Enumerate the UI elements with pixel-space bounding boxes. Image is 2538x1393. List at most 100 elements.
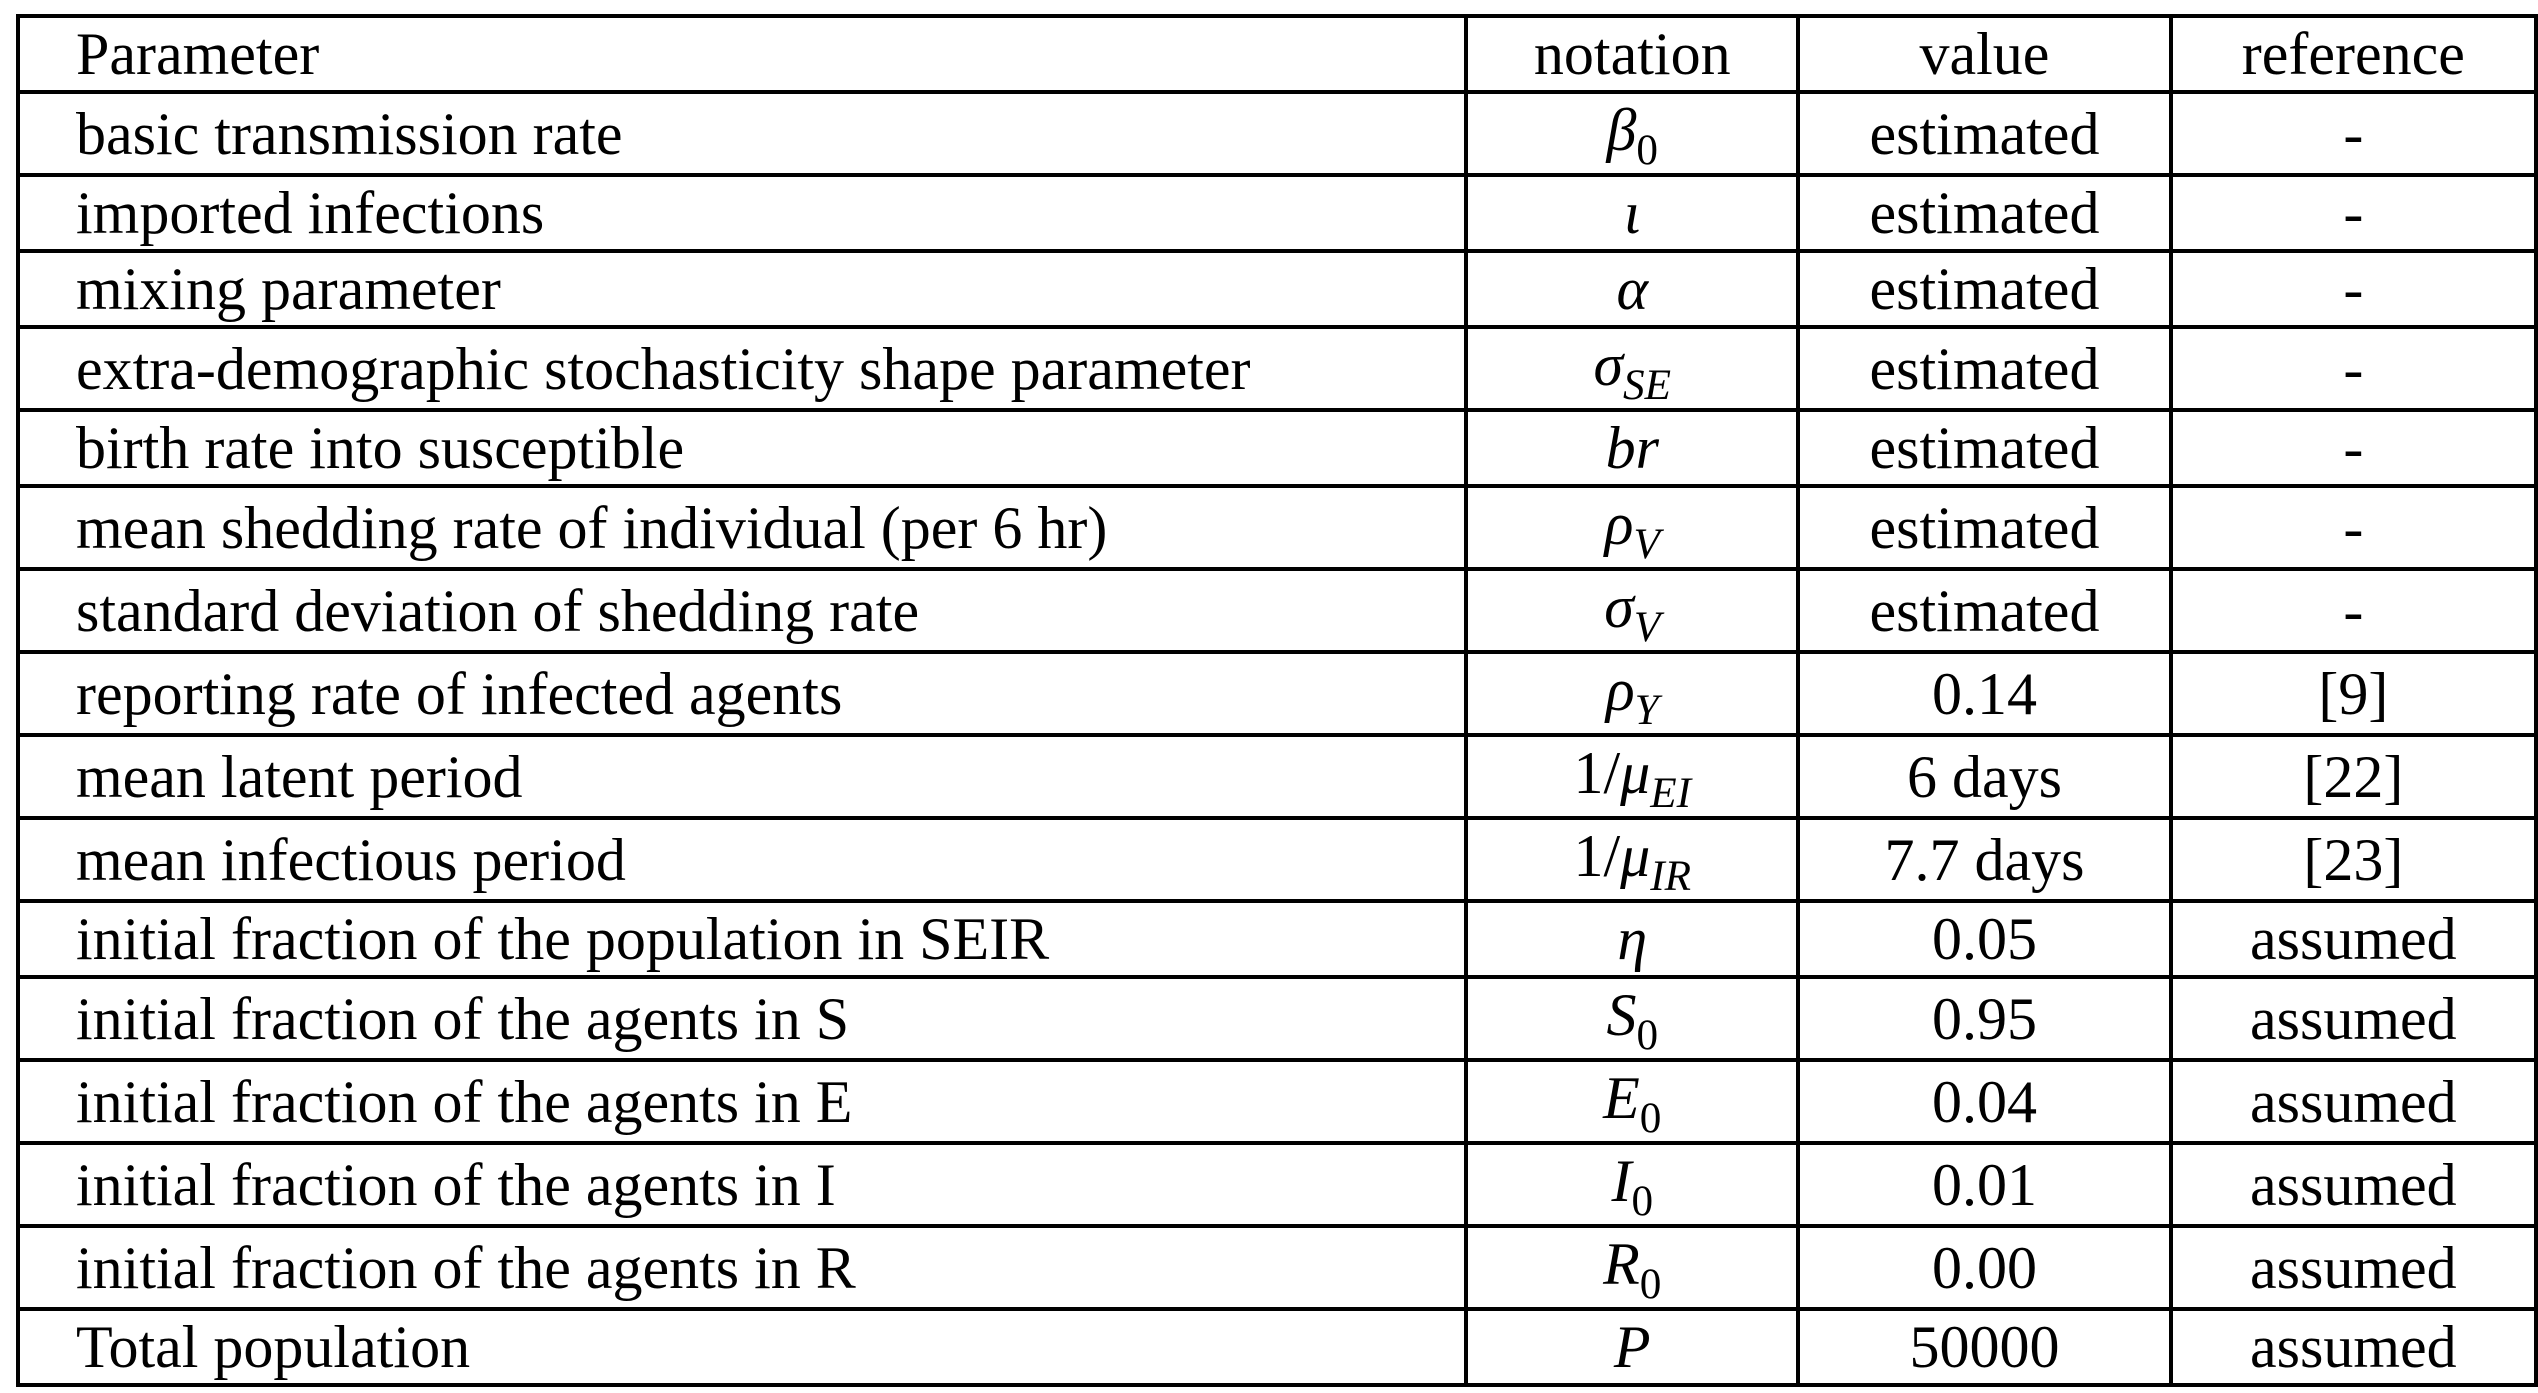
- notation-cell: R0: [1464, 1224, 1801, 1311]
- header-value: value: [1796, 14, 2173, 94]
- value-cell: estimated: [1796, 325, 2173, 412]
- reference-cell: assumed: [2168, 1307, 2538, 1387]
- value-cell: 0.01: [1796, 1141, 2173, 1228]
- notation-symbol: σSE: [1593, 332, 1671, 406]
- reference-cell: -: [2168, 249, 2538, 329]
- reference-cell: -: [2168, 408, 2538, 488]
- notation-symbol: ρV: [1605, 491, 1660, 565]
- notation-symbol: α: [1616, 256, 1648, 322]
- table-row: initial fraction of the agents in I I0 0.0…: [15, 1141, 2538, 1228]
- value-cell: estimated: [1796, 567, 2173, 654]
- notation-base: ρ: [1605, 657, 1635, 723]
- table-row: initial fraction of the agents in R R0 0.0…: [15, 1224, 2538, 1311]
- notation-cell: S0: [1464, 975, 1801, 1062]
- table-row: reporting rate of infected agents ρY 0.14[…: [15, 650, 2538, 737]
- value-cell: 0.14: [1796, 650, 2173, 737]
- parameter-cell: initial fraction of the agents in I: [15, 1141, 1469, 1228]
- reference-cell: assumed: [2168, 899, 2538, 979]
- table-row: mixing parameter α estimated -: [15, 249, 2538, 329]
- notation-symbol: E0: [1603, 1065, 1661, 1139]
- parameter-cell: extra-demographic stochasticity shape pa…: [15, 325, 1469, 412]
- notation-subscript: 0: [1639, 1094, 1662, 1142]
- table-row: extra-demographic stochasticity shape pa…: [15, 325, 2538, 412]
- notation-symbol: S0: [1606, 982, 1658, 1056]
- notation-cell: I0: [1464, 1141, 1801, 1228]
- notation-symbol: 1/μEI: [1573, 740, 1691, 814]
- reference-cell: assumed: [2168, 1224, 2538, 1311]
- notation-cell: σV: [1464, 567, 1801, 654]
- notation-base: P: [1613, 1314, 1651, 1380]
- notation-subscript: Y: [1634, 686, 1659, 734]
- notation-cell: σSE: [1464, 325, 1801, 412]
- parameter-cell: imported infections: [15, 173, 1469, 253]
- table-body: basic transmission rate β0 estimated - impor…: [15, 90, 2538, 1387]
- notation-base: E: [1603, 1065, 1640, 1131]
- notation-symbol: ρY: [1605, 657, 1659, 731]
- value-cell: estimated: [1796, 173, 2173, 253]
- notation-cell: η: [1464, 899, 1801, 979]
- parameter-cell: mean shedding rate of individual (per 6 …: [15, 484, 1469, 571]
- notation-symbol: I0: [1611, 1148, 1653, 1222]
- reference-cell: [22]: [2168, 733, 2538, 820]
- reference-cell: assumed: [2168, 1058, 2538, 1145]
- table-row: imported infections ι estimated -: [15, 173, 2538, 253]
- parameter-cell: Total population: [15, 1307, 1469, 1387]
- notation-symbol: η: [1617, 906, 1647, 972]
- table-row: initial fraction of the agents in S S0 0.9…: [15, 975, 2538, 1062]
- table-row: standard deviation of shedding rate σV est…: [15, 567, 2538, 654]
- notation-symbol: P: [1614, 1314, 1651, 1380]
- notation-symbol: 1/μIR: [1573, 823, 1691, 897]
- value-cell: estimated: [1796, 249, 2173, 329]
- notation-cell: 1/μEI: [1464, 733, 1801, 820]
- notation-cell: ρY: [1464, 650, 1801, 737]
- notation-base: σ: [1604, 574, 1634, 640]
- table-row: mean infectious period 1/μIR 7.7 days [23]: [15, 816, 2538, 903]
- notation-cell: α: [1464, 249, 1801, 329]
- value-cell: 7.7 days: [1796, 816, 2173, 903]
- notation-subscript: V: [1633, 603, 1661, 651]
- reference-cell: -: [2168, 484, 2538, 571]
- notation-subscript: EI: [1650, 769, 1692, 817]
- value-cell: 0.00: [1796, 1224, 2173, 1311]
- parameter-cell: reporting rate of infected agents: [15, 650, 1469, 737]
- header-parameter: Parameter: [15, 14, 1469, 94]
- value-cell: 0.04: [1796, 1058, 2173, 1145]
- reference-cell: -: [2168, 325, 2538, 412]
- parameter-cell: mean infectious period: [15, 816, 1469, 903]
- notation-cell: ι: [1464, 173, 1801, 253]
- notation-subscript: IR: [1650, 852, 1692, 900]
- notation-symbol: β0: [1606, 97, 1658, 171]
- notation-symbol: ι: [1624, 180, 1641, 246]
- notation-cell: 1/μIR: [1464, 816, 1801, 903]
- reference-cell: -: [2168, 90, 2538, 177]
- reference-cell: assumed: [2168, 975, 2538, 1062]
- notation-subscript: V: [1633, 520, 1660, 568]
- reference-cell: [9]: [2168, 650, 2538, 737]
- notation-subscript: SE: [1623, 361, 1672, 409]
- notation-base: μ: [1620, 740, 1651, 806]
- notation-cell: β0: [1464, 90, 1801, 177]
- parameter-cell: initial fraction of the agents in S: [15, 975, 1469, 1062]
- notation-symbol: σV: [1604, 574, 1660, 648]
- notation-prefix: 1/: [1573, 740, 1621, 806]
- parameter-cell: birth rate into susceptible: [15, 408, 1469, 488]
- notation-base: ι: [1623, 180, 1641, 246]
- notation-base: I: [1611, 1148, 1632, 1214]
- reference-cell: [23]: [2168, 816, 2538, 903]
- parameter-cell: standard deviation of shedding rate: [15, 567, 1469, 654]
- value-cell: estimated: [1796, 484, 2173, 571]
- header-notation: notation: [1464, 14, 1801, 94]
- notation-base: μ: [1620, 823, 1651, 889]
- table-row: mean shedding rate of individual (per 6 …: [15, 484, 2538, 571]
- notation-base: S: [1606, 982, 1637, 1048]
- reference-cell: assumed: [2168, 1141, 2538, 1228]
- notation-symbol: br: [1606, 415, 1659, 481]
- notation-subscript: 0: [1639, 1260, 1662, 1308]
- parameter-cell: initial fraction of the agents in E: [15, 1058, 1469, 1145]
- notation-base: β: [1606, 97, 1637, 163]
- notation-subscript: 0: [1636, 126, 1658, 174]
- table-row: mean latent period 1/μEI 6 days [22]: [15, 733, 2538, 820]
- table-row: initial fraction of the agents in E E0 0.0…: [15, 1058, 2538, 1145]
- parameter-cell: basic transmission rate: [15, 90, 1469, 177]
- parameter-cell: initial fraction of the population in SE…: [15, 899, 1469, 979]
